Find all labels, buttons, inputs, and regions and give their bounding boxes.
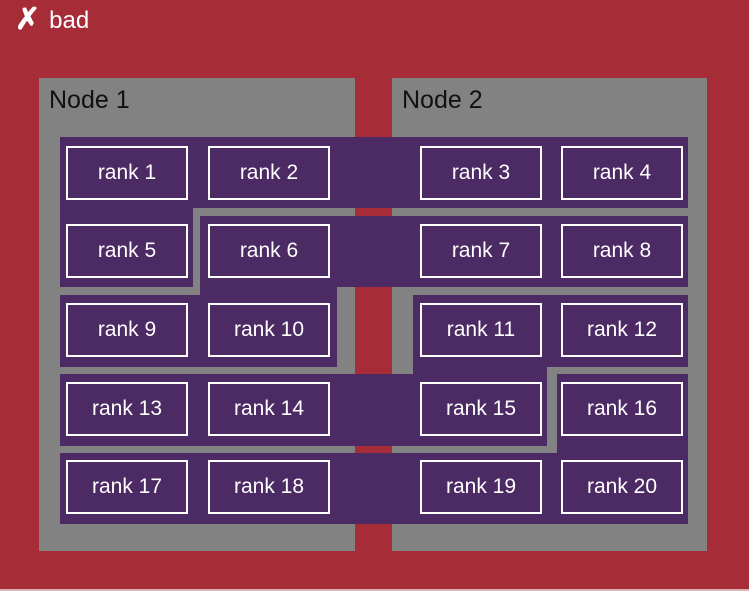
node-1-label: Node 1 — [49, 86, 130, 114]
rank-box-8: rank 8 — [561, 224, 683, 278]
rank-box-19: rank 19 — [420, 460, 542, 514]
badge-label: bad — [49, 7, 90, 34]
rank-box-13: rank 13 — [66, 382, 188, 436]
rank-box-18: rank 18 — [208, 460, 330, 514]
rank-box-15: rank 15 — [420, 382, 542, 436]
rank-box-3: rank 3 — [420, 146, 542, 200]
rank-box-17: rank 17 — [66, 460, 188, 514]
rank-box-6: rank 6 — [208, 224, 330, 278]
rank-box-4: rank 4 — [561, 146, 683, 200]
rank-box-11: rank 11 — [420, 303, 542, 357]
rank-box-1: rank 1 — [66, 146, 188, 200]
cross-mark-icon: ✗ — [15, 3, 41, 36]
node-2-label: Node 2 — [402, 86, 483, 114]
rank-box-7: rank 7 — [420, 224, 542, 278]
rank-box-14: rank 14 — [208, 382, 330, 436]
rank-box-2: rank 2 — [208, 146, 330, 200]
rank-box-12: rank 12 — [561, 303, 683, 357]
rank-box-20: rank 20 — [561, 460, 683, 514]
rank-box-16: rank 16 — [561, 382, 683, 436]
bad-badge: ✗ bad — [15, 3, 90, 36]
rank-box-10: rank 10 — [208, 303, 330, 357]
rank-box-9: rank 9 — [66, 303, 188, 357]
figure-bottom-edge — [0, 589, 749, 591]
rank-box-5: rank 5 — [66, 224, 188, 278]
